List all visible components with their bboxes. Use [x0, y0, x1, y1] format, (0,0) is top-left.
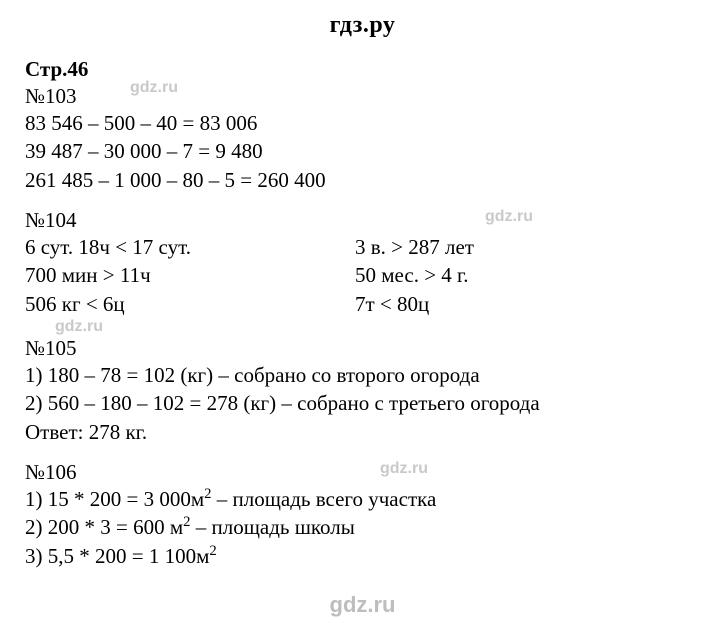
block-106: gdz.ru №106 1) 15 * 200 = 3 000м2 – площ… [25, 460, 700, 570]
text-line: 39 487 – 30 000 – 7 = 9 480 [25, 137, 700, 165]
text-line: 506 кг < 6ц [25, 290, 355, 318]
block-103: Стр.46 gdz.ru №103 83 546 – 500 – 40 = 8… [25, 57, 700, 194]
task-label-106: №106 [25, 460, 700, 485]
page-header: гдз.ру [25, 12, 700, 39]
text-line: 3) 5,5 * 200 = 1 100м2 [25, 542, 700, 570]
two-column-row: 6 сут. 18ч < 17 сут. 700 мин > 11ч 506 к… [25, 233, 700, 318]
page-label: Стр.46 [25, 57, 700, 82]
footer-watermark: gdz.ru [25, 592, 700, 618]
text-fragment: – площадь школы [190, 515, 354, 539]
text-fragment: 1) 15 * 200 = 3 000м [25, 487, 204, 511]
text-line: 1) 180 – 78 = 102 (кг) – собрано со втор… [25, 361, 700, 389]
block-105: №105 1) 180 – 78 = 102 (кг) – собрано со… [25, 336, 700, 446]
task-label-105: №105 [25, 336, 700, 361]
text-line: Ответ: 278 кг. [25, 418, 700, 446]
task-label-104: №104 [25, 208, 700, 233]
column-right: 3 в. > 287 лет 50 мес. > 4 г. 7т < 80ц [355, 233, 700, 318]
block-104: gdz.ru №104 6 сут. 18ч < 17 сут. 700 мин… [25, 208, 700, 318]
watermark-icon: gdz.ru [55, 318, 103, 336]
task-label-103: №103 [25, 84, 700, 109]
superscript: 2 [209, 543, 216, 559]
text-line: 83 546 – 500 – 40 = 83 006 [25, 109, 700, 137]
text-line: 2) 200 * 3 = 600 м2 – площадь школы [25, 513, 700, 541]
page-container: гдз.ру Стр.46 gdz.ru №103 83 546 – 500 –… [0, 0, 720, 625]
text-line: 1) 15 * 200 = 3 000м2 – площадь всего уч… [25, 485, 700, 513]
text-line: 7т < 80ц [355, 290, 700, 318]
text-line: 700 мин > 11ч [25, 261, 355, 289]
text-line: 50 мес. > 4 г. [355, 261, 700, 289]
text-fragment: 2) 200 * 3 = 600 м [25, 515, 183, 539]
text-line: 2) 560 – 180 – 102 = 278 (кг) – собрано … [25, 389, 700, 417]
text-line: 6 сут. 18ч < 17 сут. [25, 233, 355, 261]
text-fragment: 3) 5,5 * 200 = 1 100м [25, 544, 209, 568]
text-fragment: – площадь всего участка [211, 487, 436, 511]
text-line: 3 в. > 287 лет [355, 233, 700, 261]
column-left: 6 сут. 18ч < 17 сут. 700 мин > 11ч 506 к… [25, 233, 355, 318]
text-line: 261 485 – 1 000 – 80 – 5 = 260 400 [25, 166, 700, 194]
